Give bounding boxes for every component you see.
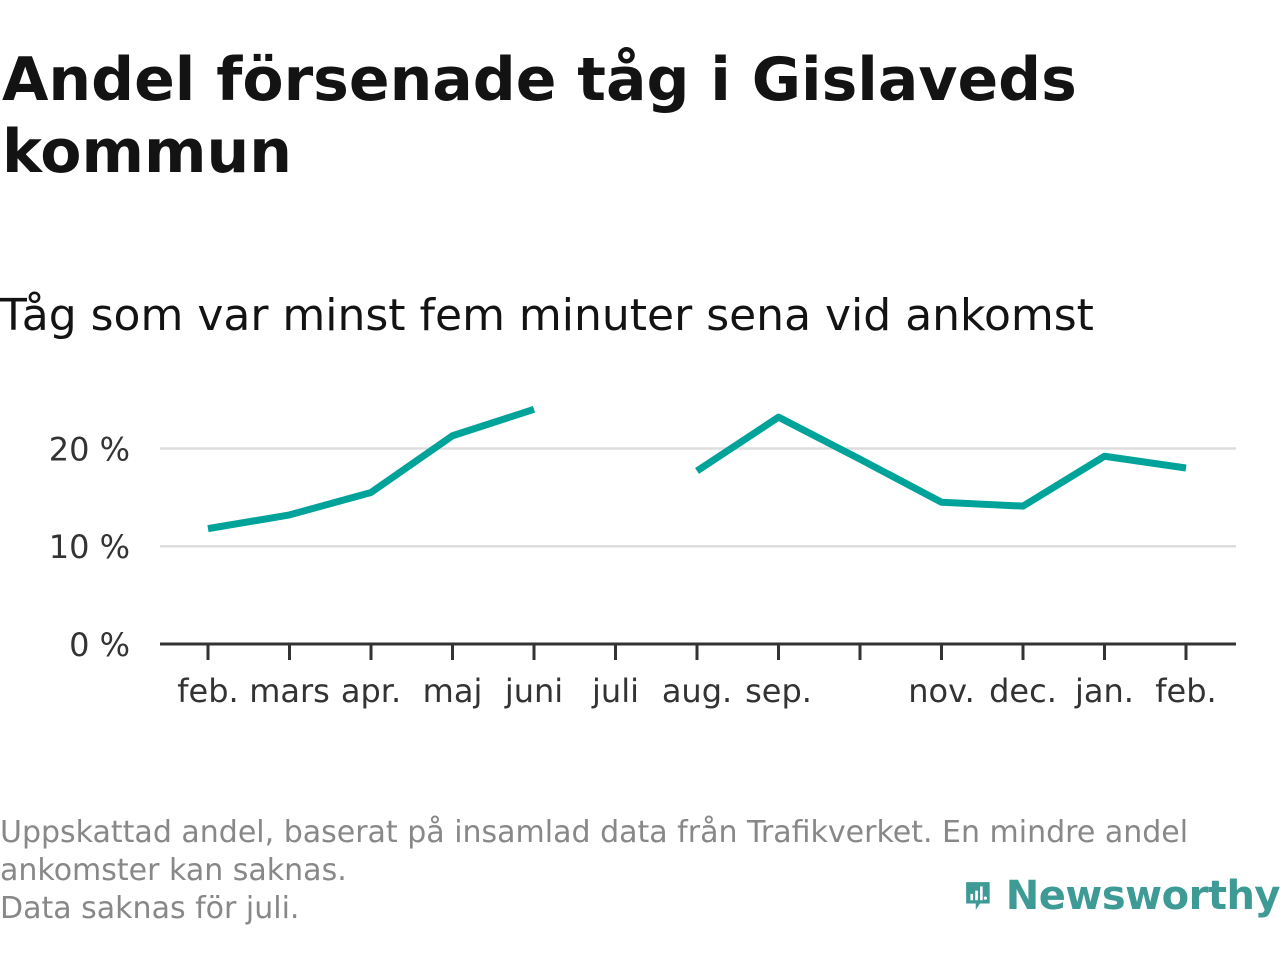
x-tick-label: dec. xyxy=(989,672,1057,710)
x-tick-label: feb. xyxy=(1155,672,1216,710)
x-tick-label: apr. xyxy=(341,672,401,710)
footnote-line: Data saknas för juli. xyxy=(0,891,300,926)
line-chart: 0 % 10 % 20 % feb. mars apr. maj juni juli aug. s… xyxy=(49,406,1236,710)
y-tick-label: 0 % xyxy=(69,626,130,664)
x-tick-label: aug. xyxy=(662,672,732,710)
chart-subtitle: Tåg som var minst fem minuter sena vid a… xyxy=(0,290,1094,341)
x-tick-label: maj xyxy=(423,672,483,710)
footnote-line: Uppskattad andel, baserat på insamlad da… xyxy=(0,815,1189,850)
chart-title: Andel försenade tåg i Gislaveds kommun xyxy=(2,45,1077,187)
x-tick-label: juni xyxy=(504,672,563,710)
series-lines xyxy=(207,406,1187,533)
x-tick-label: juli xyxy=(591,672,639,710)
series-line-segment xyxy=(207,406,536,533)
y-tick-label: 10 % xyxy=(49,528,130,566)
newsworthy-speech-bubble-chart-icon xyxy=(966,882,990,910)
footnote: Uppskattad andel, baserat på insamlad da… xyxy=(0,814,1275,928)
y-axis-ticks: 0 % 10 % 20 % xyxy=(49,430,130,664)
x-axis-ticks: feb. mars apr. maj juni juli aug. sep. nov. dec. j… xyxy=(177,644,1217,710)
x-tick-label: mars xyxy=(249,672,330,710)
x-tick-label: sep. xyxy=(745,672,812,710)
footnote-line: ankomster kan saknas. xyxy=(0,853,347,888)
logo-text: Newsworthy xyxy=(1005,873,1280,919)
series-line-segment xyxy=(695,413,1187,510)
x-tick-label: jan. xyxy=(1074,672,1134,710)
newsworthy-logo: Newsworthy xyxy=(964,862,1280,930)
x-tick-label: feb. xyxy=(177,672,238,710)
grid-lines xyxy=(160,447,1236,548)
x-tick-label: nov. xyxy=(908,672,974,710)
y-tick-label: 20 % xyxy=(49,430,130,468)
